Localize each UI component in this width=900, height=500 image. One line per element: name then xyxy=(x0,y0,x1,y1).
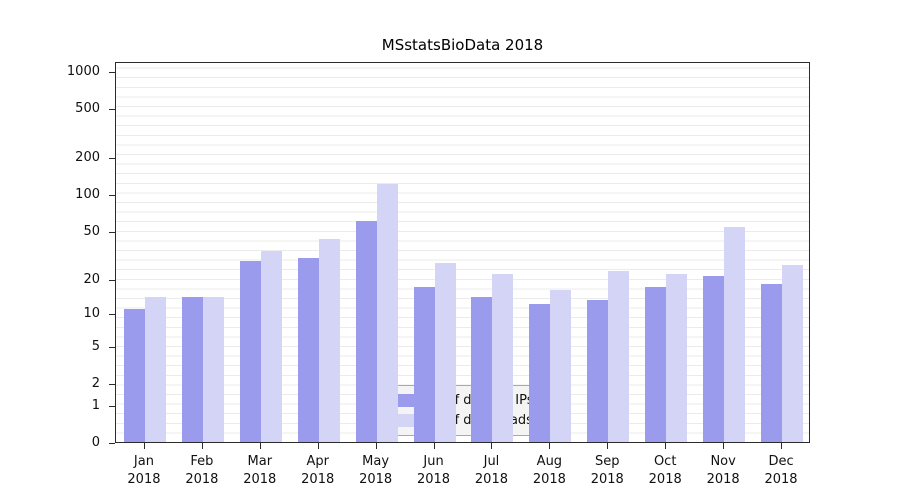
y-tick-label: 0 xyxy=(91,435,100,450)
bar-distinct-ips-oct xyxy=(645,286,667,442)
x-tick-mark xyxy=(665,443,667,449)
y-tick-label: 50 xyxy=(83,223,100,239)
y-tick-mark xyxy=(109,346,115,348)
x-tick-mark xyxy=(781,443,783,449)
chart-title: MSstatsBioData 2018 xyxy=(381,36,544,54)
y-tick-label: 20 xyxy=(83,271,100,287)
y-tick-label: 2 xyxy=(91,376,100,391)
x-tick-label: May 2018 xyxy=(359,454,393,488)
y-tick-mark xyxy=(109,158,115,160)
bar-distinct-ips-jul xyxy=(471,296,493,442)
y-tick-label: 500 xyxy=(75,101,100,117)
y-tick-mark xyxy=(109,195,115,197)
x-tick-label: Jun 2018 xyxy=(416,454,451,488)
bar-downloads-apr xyxy=(318,238,340,442)
y-tick-label: 5 xyxy=(91,338,100,354)
bar-downloads-jul xyxy=(492,273,514,442)
y-tick-mark xyxy=(109,443,115,444)
x-tick-mark xyxy=(723,443,725,449)
bar-downloads-may xyxy=(376,184,398,442)
bar-downloads-jun xyxy=(434,263,456,442)
x-tick-label: Apr 2018 xyxy=(301,454,335,488)
bar-distinct-ips-feb xyxy=(181,296,203,442)
x-tick-mark xyxy=(375,443,377,449)
x-tick-label: Sep 2018 xyxy=(590,454,624,488)
x-tick-mark xyxy=(259,443,261,449)
y-tick-label: 10 xyxy=(83,306,100,322)
y-tick-mark xyxy=(109,231,115,233)
x-tick-mark xyxy=(607,443,609,449)
y-tick-mark xyxy=(109,109,115,111)
bar-downloads-oct xyxy=(666,273,688,442)
y-tick-mark xyxy=(109,72,115,73)
legend: Nb of distinct IPs Nb of downloads xyxy=(374,385,551,436)
bar-distinct-ips-sep xyxy=(587,300,609,442)
bar-downloads-dec xyxy=(782,265,804,442)
bar-downloads-mar xyxy=(260,251,282,442)
bar-distinct-ips-aug xyxy=(529,304,551,442)
x-tick-label: Dec 2018 xyxy=(764,454,798,488)
bar-distinct-ips-nov xyxy=(703,276,725,442)
bar-distinct-ips-jun xyxy=(413,286,435,442)
x-tick-label: Nov 2018 xyxy=(706,454,740,488)
bar-distinct-ips-may xyxy=(355,221,377,442)
bar-downloads-aug xyxy=(550,289,572,442)
x-tick-label: Aug 2018 xyxy=(532,454,566,488)
x-tick-mark xyxy=(201,443,203,449)
x-tick-label: Jul 2018 xyxy=(474,454,508,488)
y-tick-mark xyxy=(109,384,115,385)
x-tick-mark xyxy=(549,443,551,449)
y-tick-mark xyxy=(109,314,115,316)
x-tick-label: Mar 2018 xyxy=(243,454,277,488)
x-tick-label: Feb 2018 xyxy=(185,454,219,488)
y-tick-label: 100 xyxy=(75,187,100,203)
x-tick-mark xyxy=(491,443,493,449)
bar-downloads-feb xyxy=(202,296,224,442)
x-tick-label: Oct 2018 xyxy=(648,454,682,488)
bar-distinct-ips-mar xyxy=(239,261,261,442)
bar-distinct-ips-dec xyxy=(761,283,783,442)
y-tick-label: 1 xyxy=(91,397,100,413)
x-tick-mark xyxy=(317,443,319,449)
y-tick-label: 1000 xyxy=(66,64,100,79)
y-tick-mark xyxy=(109,279,115,281)
bar-distinct-ips-jan xyxy=(123,308,145,442)
bar-downloads-nov xyxy=(724,226,746,442)
bar-downloads-sep xyxy=(608,271,630,442)
x-tick-label: Jan 2018 xyxy=(127,454,161,488)
x-tick-mark xyxy=(433,443,435,449)
bar-downloads-jan xyxy=(144,296,166,442)
y-tick-label: 200 xyxy=(75,150,100,166)
plot-area: Nb of distinct IPs Nb of downloads xyxy=(115,62,810,443)
bar-distinct-ips-apr xyxy=(297,257,319,442)
y-tick-mark xyxy=(109,405,115,407)
x-tick-mark xyxy=(143,443,145,449)
